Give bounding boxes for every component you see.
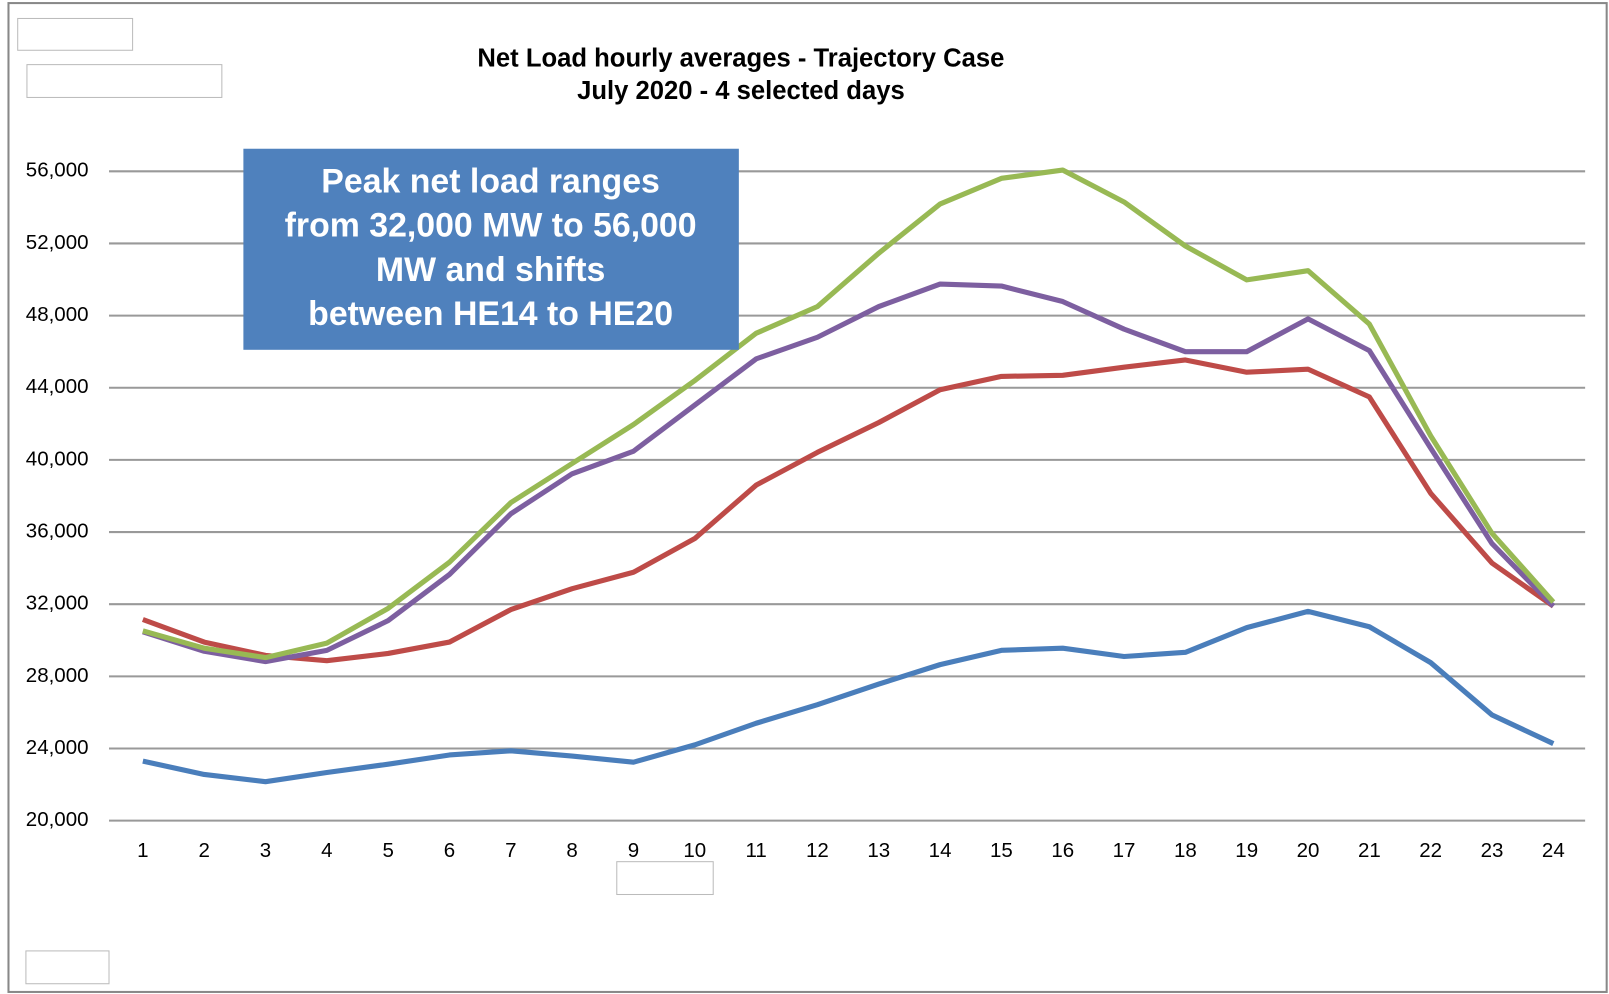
series-line [141,357,1555,664]
chart-title: Net Load hourly averages - Trajectory Ca… [477,44,1004,72]
x-tick-label: 10 [683,839,706,862]
annotation-text: Peak net load ranges [321,163,660,201]
blank-box [616,861,714,896]
annotation-box [243,148,739,350]
x-tick-label: 8 [566,839,577,862]
series-line [142,608,1555,785]
x-tick-label: 20 [1297,839,1320,862]
x-tick-label: 4 [321,839,332,862]
series-line [142,281,1556,665]
y-tick-label: 24,000 [26,736,89,759]
y-tick-label: 28,000 [26,664,89,687]
x-tick-label: 22 [1419,839,1442,862]
x-tick-label: 2 [198,839,209,862]
x-tick-label: 21 [1358,839,1381,862]
x-tick-label: 12 [806,839,829,862]
chart-subtitle: July 2020 - 4 selected days [577,77,905,105]
y-tick-label: 56,000 [26,159,89,182]
x-tick-label: 17 [1113,839,1136,862]
y-tick-label: 32,000 [26,592,89,615]
y-tick-label: 44,000 [26,375,89,398]
x-tick-label: 24 [1542,839,1565,862]
annotation-text: from 32,000 MW to 56,000 [285,207,697,245]
x-tick-label: 5 [382,839,393,862]
blank-box [26,64,223,98]
x-tick-label: 19 [1235,839,1258,862]
y-tick-label: 40,000 [26,447,89,470]
x-tick-label: 16 [1051,839,1074,862]
blank-box [25,950,110,985]
x-tick-label: 13 [867,839,890,862]
x-tick-label: 7 [505,839,516,862]
x-tick-label: 11 [745,839,766,862]
x-tick-label: 14 [929,839,952,862]
x-tick-label: 23 [1481,839,1504,862]
y-tick-label: 48,000 [26,303,89,326]
x-tick-label: 15 [990,839,1013,862]
y-tick-label: 20,000 [26,808,89,831]
x-tick-label: 3 [260,839,271,862]
x-tick-label: 1 [137,839,148,862]
x-tick-label: 18 [1174,839,1197,862]
blank-box [17,17,134,51]
annotation-text: between HE14 to HE20 [308,295,673,333]
y-tick-label: 36,000 [26,519,89,542]
x-tick-label: 6 [444,839,455,862]
series-line [142,167,1556,661]
annotation-text: MW and shifts [376,251,605,289]
x-tick-label: 9 [628,839,639,862]
y-tick-label: 52,000 [26,231,89,254]
